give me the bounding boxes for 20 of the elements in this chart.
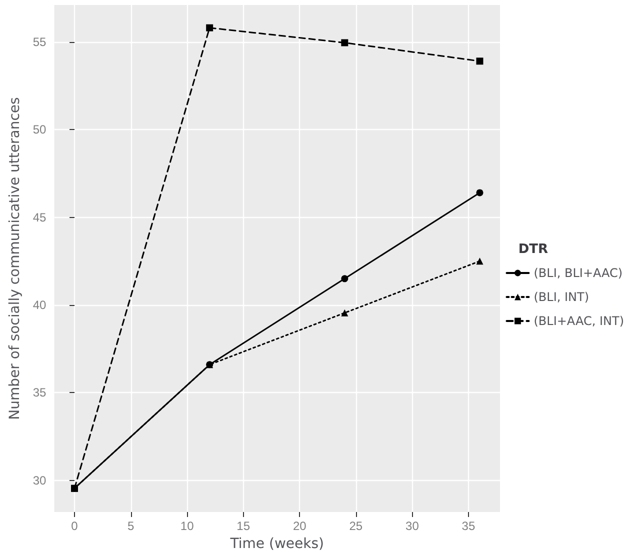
y-axis-title: Number of socially communicative utterances [7, 97, 23, 420]
legend-label: (BLI, BLI+AAC) [534, 266, 623, 280]
x-tick-label: 25 [349, 519, 363, 533]
legend-title: DTR [518, 242, 548, 257]
x-tick-label: 35 [462, 519, 476, 533]
x-tick-label: 0 [71, 519, 78, 533]
y-tick-label: 40 [32, 298, 47, 312]
x-tick-label: 15 [236, 519, 250, 533]
y-tick-label: 35 [32, 386, 47, 400]
x-tick-label: 20 [292, 519, 307, 533]
y-tick-label: 55 [32, 34, 47, 49]
y-tick-label: 45 [32, 210, 47, 224]
y-tick-label: 50 [32, 122, 47, 137]
legend-label: (BLI, INT) [534, 290, 590, 304]
x-axis-title: Time (weeks) [229, 536, 324, 552]
x-tick-label: 10 [180, 519, 194, 533]
x-tick-label: 5 [127, 519, 134, 533]
legend-label: (BLI+AAC, INT) [534, 314, 624, 328]
x-tick-label: 30 [406, 519, 420, 533]
y-tick-label: 30 [32, 473, 47, 488]
